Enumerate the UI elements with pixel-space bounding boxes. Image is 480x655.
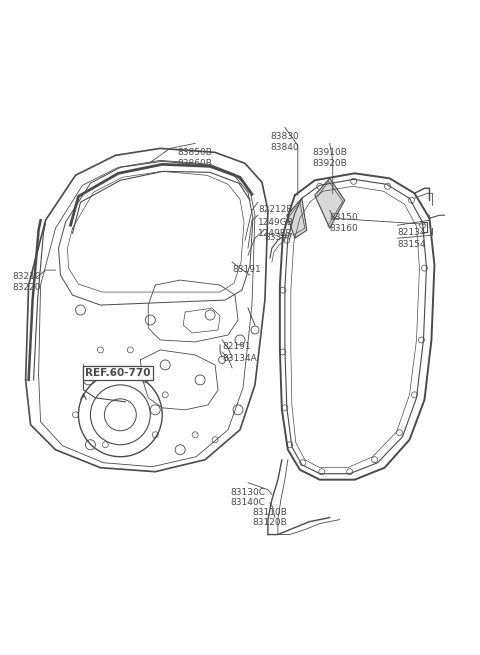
Text: 83150
83160: 83150 83160 (330, 214, 359, 233)
Text: 83130C
83140C: 83130C 83140C (230, 488, 265, 507)
Text: 83191: 83191 (232, 265, 261, 274)
Text: 83850B
83860B: 83850B 83860B (178, 149, 213, 168)
Text: 83154: 83154 (397, 240, 426, 249)
Text: 83910B
83920B: 83910B 83920B (312, 149, 347, 168)
Polygon shape (287, 198, 307, 238)
Text: 1249GB
1249EB: 1249GB 1249EB (258, 218, 294, 238)
Polygon shape (315, 178, 345, 228)
Text: 82134: 82134 (397, 228, 426, 237)
Text: 83830
83840: 83830 83840 (271, 132, 299, 152)
Text: 82212B: 82212B (258, 205, 292, 214)
Text: 82191: 82191 (222, 342, 251, 351)
Text: 83210
83220: 83210 83220 (12, 272, 41, 291)
Text: 83110B
83120B: 83110B 83120B (252, 508, 288, 527)
Text: 83397: 83397 (264, 233, 293, 242)
Text: REF.60-770: REF.60-770 (85, 368, 151, 378)
Text: 83134A: 83134A (222, 354, 257, 363)
